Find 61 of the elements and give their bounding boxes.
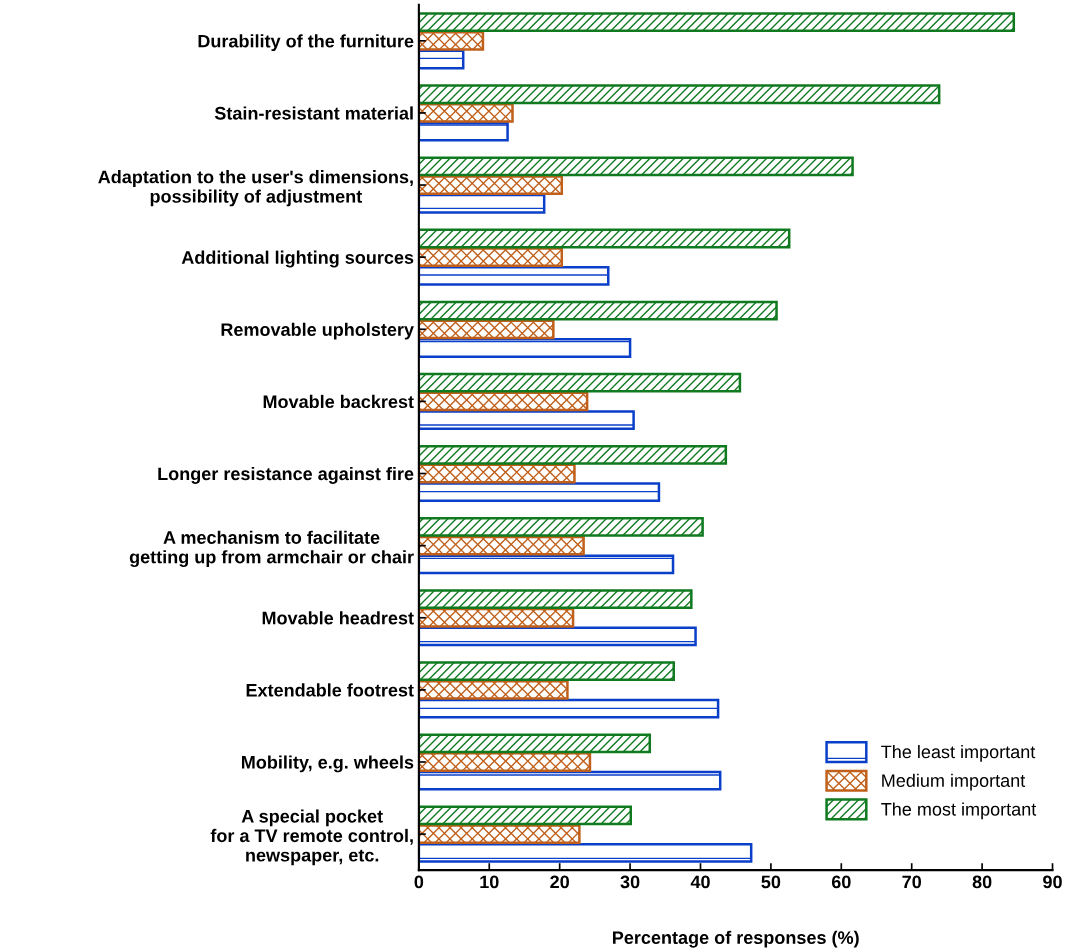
x-axis-title: Percentage of responses (%) xyxy=(612,930,859,948)
bar xyxy=(418,391,589,412)
bar xyxy=(418,265,610,286)
bar xyxy=(418,589,693,609)
bar xyxy=(418,698,720,719)
bar xyxy=(418,410,635,430)
bar xyxy=(418,247,564,268)
legend-label: Medium important xyxy=(882,773,1026,791)
y-tick-label: Adaptation to the user's dimensions, possibility of adjustment xyxy=(98,170,413,207)
bar xyxy=(418,30,485,51)
x-tick-label: 0 xyxy=(414,875,424,889)
bar xyxy=(418,626,697,647)
y-tick-label: A special pocket for a TV remote control, newspaper, etc. xyxy=(210,809,413,866)
bar xyxy=(418,770,722,791)
bar xyxy=(418,156,854,177)
bar xyxy=(418,842,753,863)
legend-label: The least important xyxy=(881,745,1036,762)
y-tick-label: Stain-resistant material xyxy=(214,106,413,120)
x-tick-label: 90 xyxy=(1043,875,1062,889)
bar xyxy=(418,679,569,700)
bar xyxy=(418,733,652,754)
bar xyxy=(418,805,633,826)
y-tick-label: Extendable footrest xyxy=(246,683,414,697)
bar xyxy=(418,752,592,772)
y-tick-label: A mechanism to facilitate getting up from armchair or chair xyxy=(129,530,414,568)
x-tick-label: 70 xyxy=(902,875,922,889)
y-tick-label: Movable headrest xyxy=(262,611,414,625)
x-tick-label: 10 xyxy=(480,875,499,889)
bar xyxy=(418,444,728,465)
bar xyxy=(418,607,575,628)
x-tick-label: 20 xyxy=(550,875,569,889)
bar xyxy=(418,517,704,537)
bar xyxy=(418,103,514,123)
bar xyxy=(418,338,632,358)
y-tick-label: Longer resistance against fire xyxy=(158,466,414,484)
x-tick-label: 60 xyxy=(831,875,851,889)
y-tick-label: Durability of the furniture xyxy=(198,34,414,52)
x-tick-label: 30 xyxy=(620,875,640,889)
bar xyxy=(418,300,778,321)
bar xyxy=(418,228,791,249)
x-tick-label: 40 xyxy=(690,875,710,889)
y-tick-label: Mobility, e.g. wheels xyxy=(241,755,414,773)
bar xyxy=(418,372,742,393)
bar xyxy=(418,463,576,484)
bar xyxy=(418,554,675,575)
bar xyxy=(418,482,661,503)
bar xyxy=(418,661,675,682)
bar xyxy=(418,193,546,214)
bar xyxy=(418,84,941,105)
bar xyxy=(418,824,581,845)
y-tick-label: Movable backrest xyxy=(263,394,414,409)
bar xyxy=(418,175,564,195)
y-tick-label: Removable upholstery xyxy=(221,322,414,340)
bar xyxy=(418,121,509,142)
x-tick-label: 50 xyxy=(761,875,781,889)
bar xyxy=(418,12,1016,33)
bar xyxy=(418,535,585,556)
legend-label: The most important xyxy=(881,802,1037,820)
x-tick-label: 80 xyxy=(972,875,992,889)
bar xyxy=(418,319,555,340)
y-tick-label: Additional lighting sources xyxy=(181,250,414,268)
